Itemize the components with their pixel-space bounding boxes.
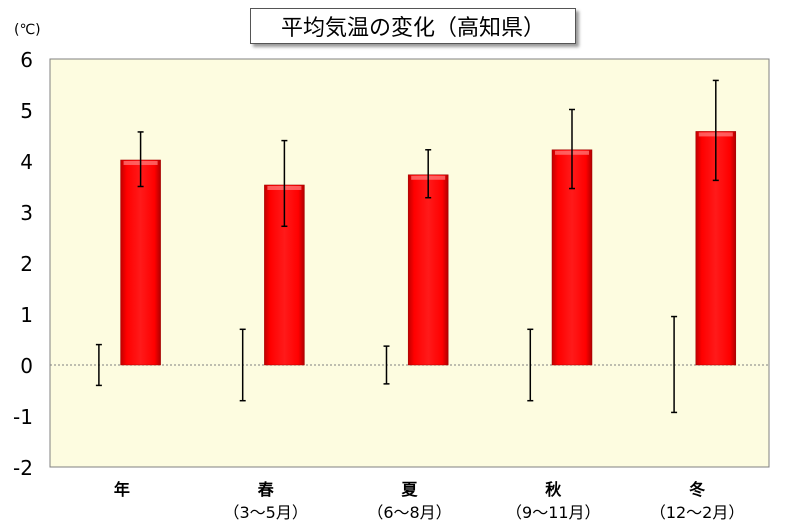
x-category-label: 秋 xyxy=(545,480,562,499)
bar xyxy=(120,159,161,366)
x-category-sublabel: （12～2月） xyxy=(650,503,745,522)
x-category-sublabel: （3～5月） xyxy=(224,503,308,522)
x-category-label: 冬 xyxy=(689,480,705,499)
y-axis-unit: (℃) xyxy=(14,22,41,38)
y-tick-label: 5 xyxy=(20,99,33,123)
y-tick-label: 4 xyxy=(20,150,33,174)
x-category-label: 夏 xyxy=(400,480,418,499)
y-tick-label: 1 xyxy=(20,303,33,327)
y-tick-label: 0 xyxy=(20,354,33,378)
x-category-label: 春 xyxy=(257,480,275,499)
y-tick-label: 2 xyxy=(20,252,33,276)
x-category-sublabel: （9～11月） xyxy=(506,503,601,522)
y-tick-label: 6 xyxy=(20,48,33,72)
chart-title: 平均気温の変化（高知県） xyxy=(250,8,576,44)
x-category-sublabel: （6～8月） xyxy=(367,503,451,522)
y-tick-label: -2 xyxy=(13,456,33,480)
y-tick-label: 3 xyxy=(20,201,33,225)
y-tick-label: -1 xyxy=(13,405,33,429)
bar xyxy=(407,174,449,366)
chart-title-text: 平均気温の変化（高知県） xyxy=(280,16,545,41)
x-category-label: 年 xyxy=(114,480,130,499)
